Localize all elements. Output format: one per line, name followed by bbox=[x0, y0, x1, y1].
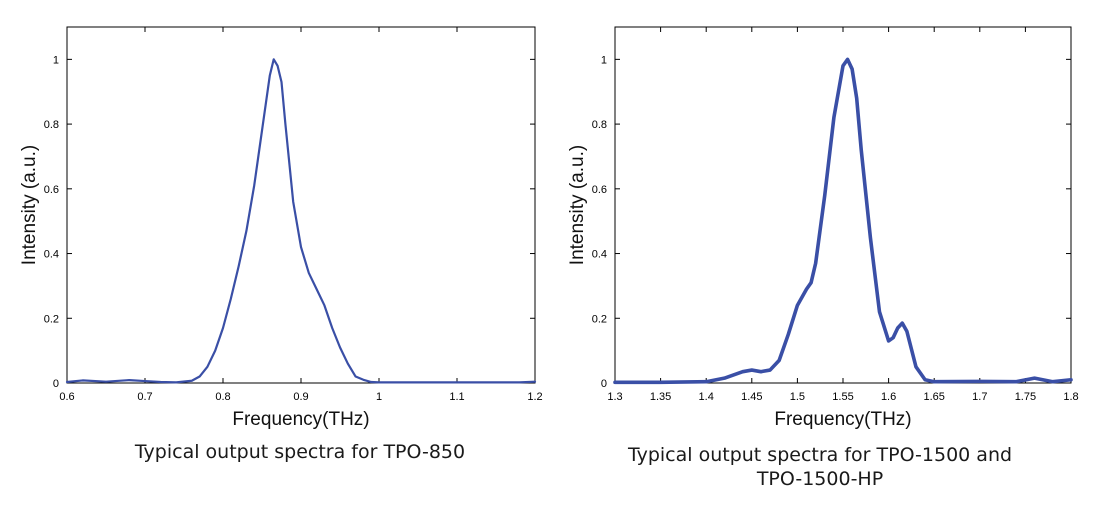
x-tick-label: 1.4 bbox=[699, 391, 714, 403]
y-tick-label: 0.8 bbox=[592, 119, 607, 131]
y-tick-label: 0.6 bbox=[44, 184, 59, 196]
x-tick-label: 1.45 bbox=[741, 391, 762, 403]
series-line bbox=[65, 58, 537, 384]
x-tick-label: 0.9 bbox=[293, 391, 308, 403]
x-tick-label: 1 bbox=[376, 391, 382, 403]
plot-frame bbox=[66, 26, 536, 384]
y-axis-label: Intensity (a.u.) bbox=[19, 145, 40, 265]
y-axis-label: Intensity (a.u.) bbox=[567, 145, 588, 265]
x-axis-label: Frequency(THz) bbox=[774, 409, 911, 430]
x-tick-label: 1.35 bbox=[650, 391, 671, 403]
x-tick-label: 1.6 bbox=[881, 391, 896, 403]
y-tick-label: 0.2 bbox=[44, 313, 59, 325]
chart-tpo-850: 0.6 0.7 0.8 0.9 1 1.1 1.2 0 0.2 0.4 0.6 0.8 1 Frequen… bbox=[19, 26, 543, 430]
x-tick-label: 1.65 bbox=[923, 391, 944, 403]
x-tick-label: 1.1 bbox=[449, 391, 464, 403]
y-tick-label: 0.4 bbox=[592, 249, 607, 261]
x-tick-label: 0.7 bbox=[137, 391, 152, 403]
caption-tpo-850: Typical output spectra for TPO-850 bbox=[134, 441, 466, 463]
x-axis-label: Frequency(THz) bbox=[232, 409, 369, 430]
caption-tpo-1500-line2: TPO-1500-HP bbox=[756, 468, 884, 490]
x-tick-label: 1.75 bbox=[1015, 391, 1036, 403]
caption-tpo-1500: Typical output spectra for TPO-1500 and … bbox=[560, 443, 1080, 491]
series-line bbox=[613, 57, 1073, 385]
chart-tpo-1500: 1.3 1.35 1.4 1.45 1.5 1.55 1.6 1.65 1.7 1.75 1.8 0 0… bbox=[567, 26, 1079, 430]
y-tick-label: 0.4 bbox=[44, 249, 59, 261]
x-tick-label: 1.3 bbox=[607, 391, 622, 403]
x-tick-label: 1.55 bbox=[832, 391, 853, 403]
x-tick-label: 1.5 bbox=[790, 391, 805, 403]
y-tick-label: 0.6 bbox=[592, 184, 607, 196]
x-tick-label: 0.8 bbox=[215, 391, 230, 403]
plot-frame bbox=[614, 26, 1072, 384]
y-tick-label: 0 bbox=[53, 378, 59, 390]
y-tick-label: 0.8 bbox=[44, 119, 59, 131]
y-tick-label: 0.2 bbox=[592, 313, 607, 325]
x-tick-label: 1.8 bbox=[1063, 391, 1078, 403]
caption-tpo-1500-line1: Typical output spectra for TPO-1500 and bbox=[627, 444, 1013, 466]
x-tick-label: 0.6 bbox=[59, 391, 74, 403]
y-tick-label: 1 bbox=[601, 54, 607, 66]
y-tick-label: 1 bbox=[53, 54, 59, 66]
y-tick-label: 0 bbox=[601, 378, 607, 390]
x-tick-label: 1.2 bbox=[527, 391, 542, 403]
x-tick-label: 1.7 bbox=[972, 391, 987, 403]
